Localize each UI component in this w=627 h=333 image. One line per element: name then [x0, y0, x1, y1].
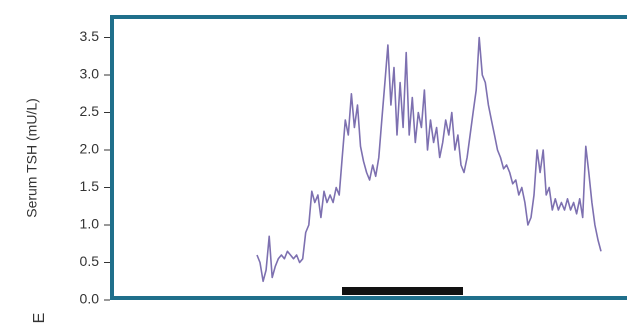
y-axis-label: Serum TSH (mU/L)	[24, 98, 40, 218]
y-tick-label: 1.0	[80, 216, 100, 232]
data-line	[256, 36, 602, 283]
plot-frame	[110, 15, 627, 300]
period-bar	[342, 287, 463, 295]
y-tick-label: 2.5	[80, 103, 100, 119]
y-tick-label: 3.5	[80, 28, 100, 44]
y-tick-label: 0.0	[80, 291, 100, 307]
panel-label: E	[31, 313, 48, 324]
y-tick-label: 2.0	[80, 141, 100, 157]
y-tick-label: 0.5	[80, 253, 100, 269]
y-tick-label: 1.5	[80, 178, 100, 194]
y-tick-label: 3.0	[80, 66, 100, 82]
